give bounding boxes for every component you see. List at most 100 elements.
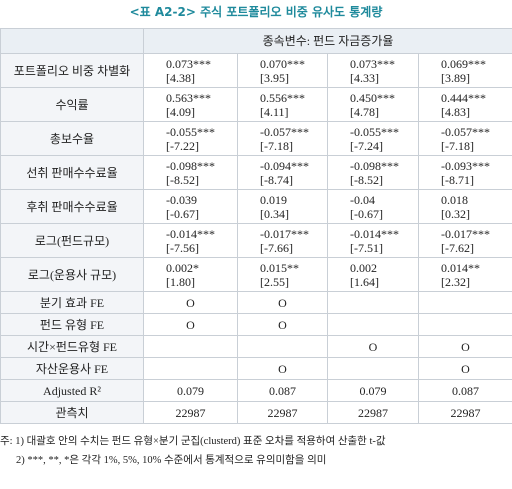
- table-row: 포트폴리오 비중 차별화 0.073*** [4.38] 0.070*** [3.95]…: [0, 53, 512, 88]
- row-label: 후취 판매수수료율: [0, 189, 144, 224]
- table-row: 자산운용사 FE O O: [0, 357, 512, 380]
- value-cell: -0.055*** [-7.22]: [143, 121, 238, 156]
- coefficient: -0.057***: [260, 124, 309, 139]
- t-stat: [1.64]: [350, 274, 379, 289]
- coefficient: -0.017***: [260, 226, 309, 241]
- t-stat: [-0.67]: [166, 206, 199, 221]
- t-stat: [4.38]: [166, 70, 195, 85]
- table-row: 관측치 22987 22987 22987 22987: [0, 401, 512, 424]
- value-cell: 0.079: [327, 379, 419, 402]
- header-row: 종속변수: 펀드 자금증가율: [0, 28, 512, 54]
- coefficient: -0.017***: [441, 226, 490, 241]
- table-row: 로그(운용사 규모) 0.002* [1.80] 0.015** [2.55] 0.002…: [0, 257, 512, 292]
- empty-cell: [417, 313, 512, 336]
- coefficient: -0.039: [166, 192, 197, 207]
- coefficient: 0.018: [441, 192, 468, 207]
- row-label: 수익률: [0, 87, 144, 122]
- t-stat: [-7.51]: [350, 240, 383, 255]
- empty-cell: [143, 357, 238, 380]
- value-cell: O: [143, 291, 238, 314]
- value-cell: O: [237, 357, 328, 380]
- t-stat: [1.80]: [166, 274, 195, 289]
- table-row: 후취 판매수수료율 -0.039 [-0.67] 0.019 [0.34] -0.04 [-…: [0, 189, 512, 224]
- t-stat: [-8.52]: [350, 172, 383, 187]
- coefficient: -0.094***: [260, 158, 309, 173]
- t-stat: [-7.18]: [260, 138, 293, 153]
- coefficient: -0.057***: [441, 124, 490, 139]
- value-cell: -0.017*** [-7.62]: [417, 223, 512, 258]
- empty-cell: [327, 313, 419, 336]
- value-cell: 0.002* [1.80]: [143, 257, 238, 292]
- table-row: 수익률 0.563*** [4.09] 0.556*** [4.11] 0.450***[…: [0, 87, 512, 122]
- empty-cell: [327, 291, 419, 314]
- value-cell: -0.04 [-0.67]: [327, 189, 419, 224]
- coefficient: -0.093***: [441, 158, 490, 173]
- value-cell: O: [237, 313, 328, 336]
- value-cell: -0.098*** [-8.52]: [327, 155, 419, 190]
- value-cell: 0.450*** [4.78]: [327, 87, 419, 122]
- value-cell: O: [327, 335, 419, 358]
- coefficient: 0.015**: [260, 260, 299, 275]
- value-cell: 0.444*** [4.83]: [417, 87, 512, 122]
- t-stat: [4.83]: [441, 104, 470, 119]
- t-stat: [2.32]: [441, 274, 470, 289]
- value-cell: 0.087: [237, 379, 328, 402]
- t-stat: [-0.67]: [350, 206, 383, 221]
- coefficient: 0.019: [260, 192, 287, 207]
- value-cell: 0.079: [143, 379, 238, 402]
- value-cell: -0.093*** [-8.71]: [417, 155, 512, 190]
- coefficient: 0.069***: [441, 56, 486, 71]
- t-stat: [-7.62]: [441, 240, 474, 255]
- row-label: 관측치: [0, 401, 144, 424]
- coefficient: -0.098***: [166, 158, 215, 173]
- table-body: 종속변수: 펀드 자금증가율 포트폴리오 비중 차별화 0.073*** [4.38…: [0, 28, 512, 424]
- t-stat: [-8.74]: [260, 172, 293, 187]
- row-label: 시간×펀드유형 FE: [0, 335, 144, 358]
- coefficient: -0.014***: [350, 226, 399, 241]
- value-cell: 22987: [237, 401, 328, 424]
- value-cell: 0.018 [0.32]: [417, 189, 512, 224]
- coefficient: -0.055***: [350, 124, 399, 139]
- coefficient: -0.098***: [350, 158, 399, 173]
- empty-cell: [417, 291, 512, 314]
- table-row: 펀드 유형 FE O O: [0, 313, 512, 336]
- value-cell: -0.017*** [-7.66]: [237, 223, 328, 258]
- value-cell: -0.014*** [-7.56]: [143, 223, 238, 258]
- empty-cell: [143, 335, 238, 358]
- value-cell: -0.094*** [-8.74]: [237, 155, 328, 190]
- stats-table: 종속변수: 펀드 자금증가율 포트폴리오 비중 차별화 0.073*** [4.38…: [0, 28, 512, 424]
- table-row: 시간×펀드유형 FE O O: [0, 335, 512, 358]
- t-stat: [3.95]: [260, 70, 289, 85]
- value-cell: O: [417, 335, 512, 358]
- value-cell: 0.087: [417, 379, 512, 402]
- t-stat: [4.78]: [350, 104, 379, 119]
- t-stat: [-7.18]: [441, 138, 474, 153]
- t-stat: [-7.22]: [166, 138, 199, 153]
- coefficient: -0.014***: [166, 226, 215, 241]
- coefficient: 0.070***: [260, 56, 305, 71]
- t-stat: [4.33]: [350, 70, 379, 85]
- coefficient: 0.002: [350, 260, 377, 275]
- table-row: 총보수율 -0.055*** [-7.22] -0.057*** [-7.18] -0.0…: [0, 121, 512, 156]
- value-cell: 0.019 [0.34]: [237, 189, 328, 224]
- t-stat: [-8.52]: [166, 172, 199, 187]
- value-cell: -0.014*** [-7.51]: [327, 223, 419, 258]
- value-cell: 0.015** [2.55]: [237, 257, 328, 292]
- row-label: 총보수율: [0, 121, 144, 156]
- row-label: 포트폴리오 비중 차별화: [0, 53, 144, 88]
- row-label: 로그(운용사 규모): [0, 257, 144, 292]
- value-cell: 0.563*** [4.09]: [143, 87, 238, 122]
- coefficient: 0.450***: [350, 90, 395, 105]
- coefficient: -0.04: [350, 192, 375, 207]
- value-cell: O: [143, 313, 238, 336]
- coefficient: 0.073***: [166, 56, 211, 71]
- t-stat: [0.34]: [260, 206, 289, 221]
- table-row: Adjusted R² 0.079 0.087 0.079 0.087: [0, 379, 512, 402]
- t-stat: [3.89]: [441, 70, 470, 85]
- value-cell: 0.002 [1.64]: [327, 257, 419, 292]
- header-cell: 종속변수: 펀드 자금증가율: [142, 28, 512, 54]
- coefficient: 0.002*: [166, 260, 199, 275]
- row-label: 분기 효과 FE: [0, 291, 144, 314]
- coefficient: 0.014**: [441, 260, 480, 275]
